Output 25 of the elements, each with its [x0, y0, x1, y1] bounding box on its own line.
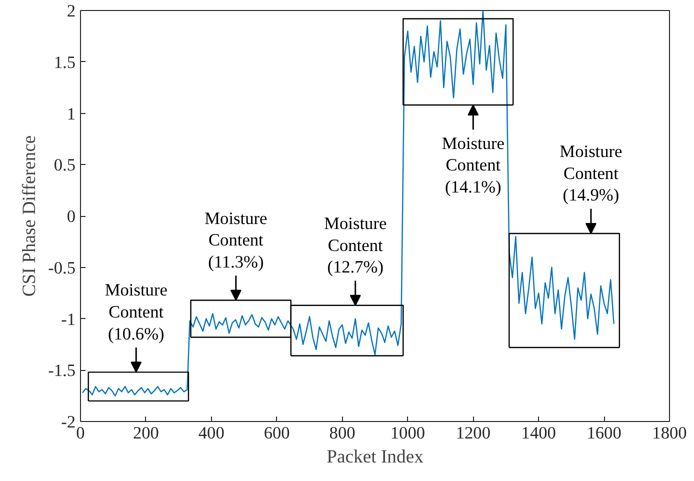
y-tick-label: 1.5: [54, 52, 76, 72]
x-tick-label: 800: [329, 424, 356, 442]
x-tick-label: 400: [198, 424, 224, 442]
y-tick-label: 2: [66, 2, 76, 20]
y-tick-label: -1: [61, 310, 76, 329]
annotation: Moisture Content (14.1%): [442, 134, 505, 196]
annotation: Moisture Content (10.6%): [104, 280, 168, 344]
x-tick-label: 1600: [586, 424, 622, 442]
y-tick-label: -0.5: [48, 258, 76, 278]
x-axis-title: Packet Index: [326, 446, 424, 468]
x-tick-label: 1800: [652, 424, 687, 442]
y-tick-label: 0: [66, 207, 76, 226]
x-tick-label: 1200: [456, 424, 490, 442]
annotation: Moisture Content (14.9%): [560, 142, 623, 205]
x-tick-label: 200: [132, 424, 159, 442]
y-tick-label: 0.5: [54, 156, 76, 175]
x-tick-label: 1000: [390, 424, 426, 442]
x-tick-label: 600: [264, 424, 290, 442]
x-tick-label: 1400: [521, 424, 556, 442]
y-axis-title: CSI Phase Difference: [19, 135, 40, 297]
y-tick-label: -2: [61, 412, 76, 432]
y-tick-label: 1: [66, 104, 76, 124]
y-tick-label: -1.5: [48, 361, 76, 380]
annotation: Moisture Content (11.3%): [204, 208, 268, 272]
annotation: Moisture Content (12.7%): [324, 214, 387, 277]
